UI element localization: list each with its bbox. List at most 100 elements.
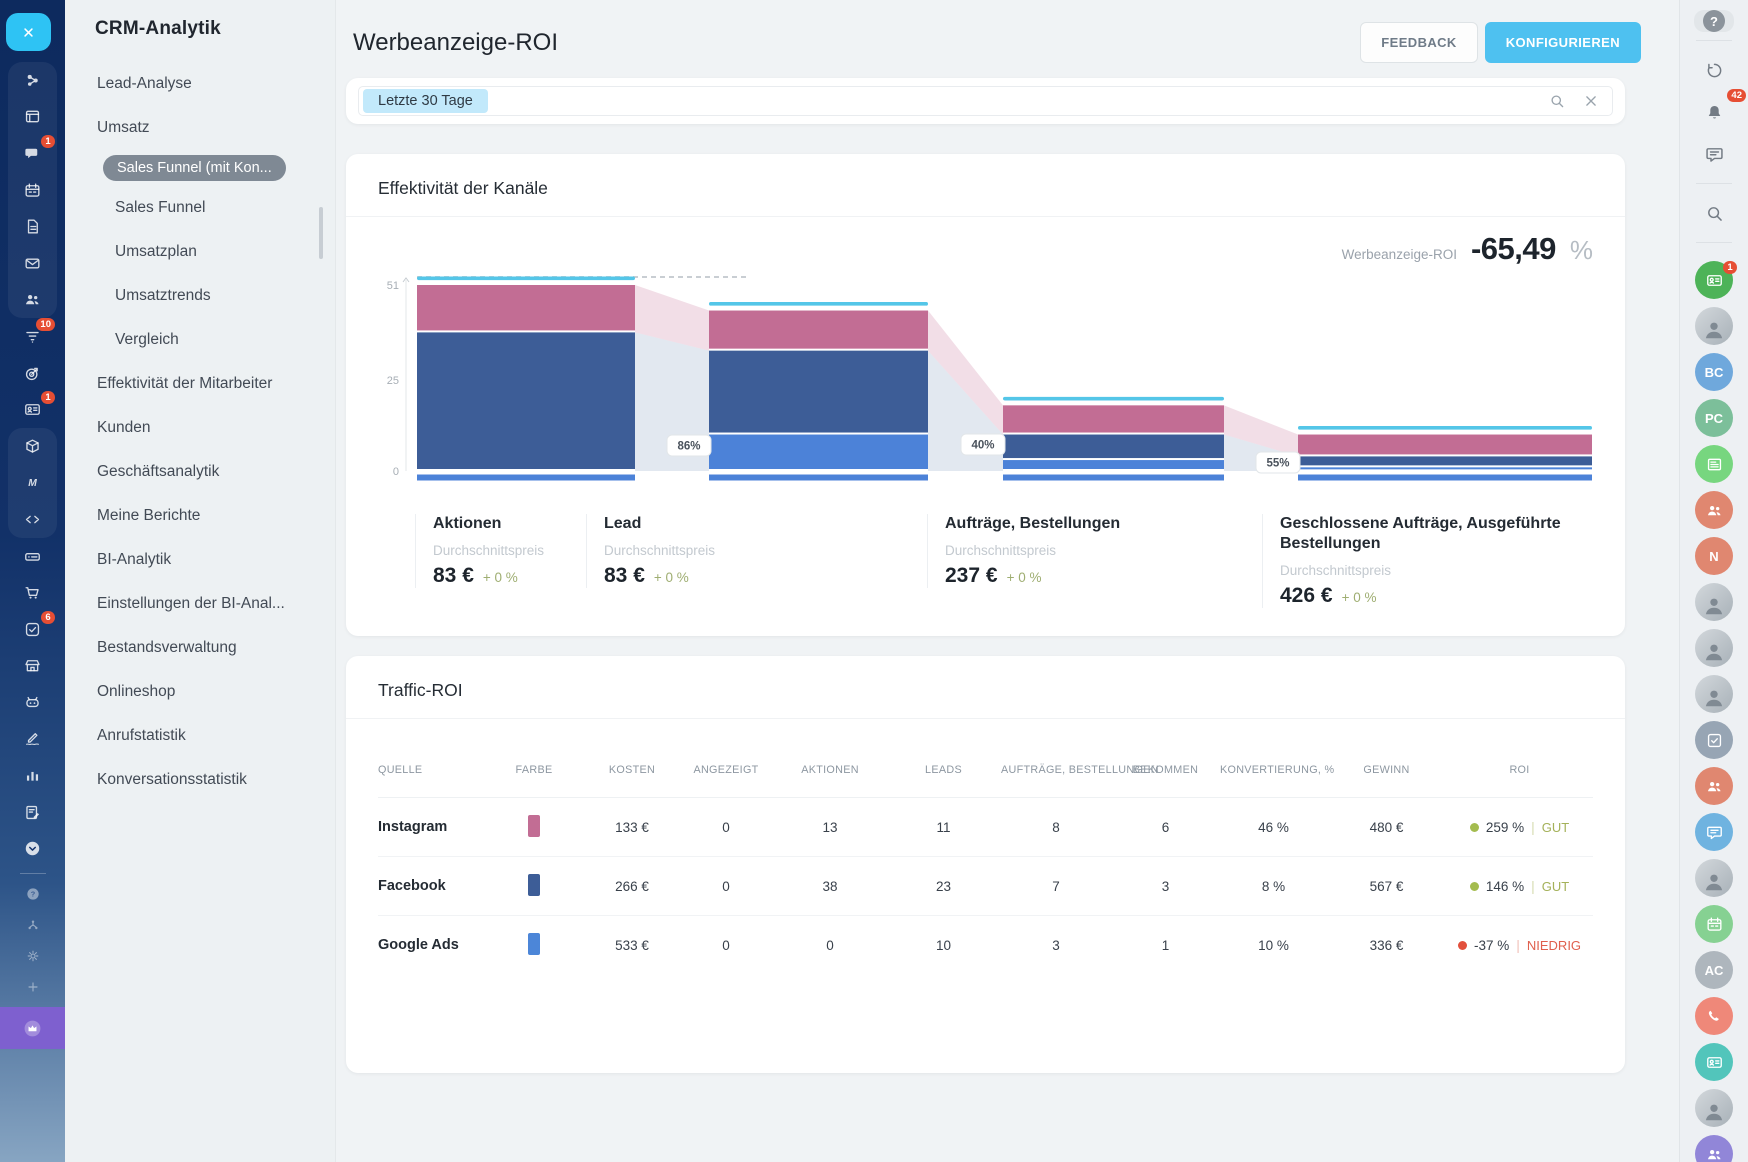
avatar-initials[interactable]: AC — [1695, 951, 1733, 989]
column-header[interactable]: BEKOMMEN — [1111, 764, 1220, 776]
cart-icon[interactable] — [8, 574, 57, 611]
value-cell: 0 — [678, 938, 774, 953]
add-icon[interactable] — [8, 971, 57, 1002]
docs-edit-icon[interactable] — [8, 794, 57, 831]
sidebar-item[interactable]: Anrufstatistik — [65, 714, 335, 758]
column-header[interactable]: KOSTEN — [586, 764, 678, 776]
code-icon[interactable] — [8, 501, 57, 538]
document-icon[interactable] — [8, 208, 57, 245]
avatar-photo[interactable] — [1695, 1089, 1733, 1127]
search-icon[interactable] — [1548, 92, 1566, 110]
roi-status-dot — [1470, 823, 1479, 832]
messenger-icon[interactable]: 1 — [8, 135, 57, 172]
sidebar-item[interactable]: Sales Funnel — [65, 186, 335, 230]
messages-avatar[interactable] — [1695, 813, 1733, 851]
table-row[interactable]: Instagram133 €013118646 %480 €259 %|GUT — [378, 798, 1593, 857]
settings-icon[interactable] — [8, 940, 57, 971]
contact-card-icon[interactable]: 1 — [8, 391, 57, 428]
column-header[interactable]: KONVERTIERUNG, % — [1220, 764, 1327, 776]
avatar-initials[interactable]: BC — [1695, 353, 1733, 391]
network-icon[interactable] — [8, 909, 57, 940]
rail-divider — [1696, 183, 1732, 184]
filter-chip[interactable]: Letzte 30 Tage — [363, 89, 488, 113]
feed-icon[interactable] — [8, 99, 57, 136]
tasks-icon[interactable]: 6 — [8, 611, 57, 648]
sidebar-item[interactable]: Einstellungen der BI-Anal... — [65, 582, 335, 626]
stats-icon[interactable] — [8, 757, 57, 794]
sidebar-item[interactable]: Bestandsverwaltung — [65, 626, 335, 670]
sign-icon[interactable] — [8, 721, 57, 758]
store-icon[interactable] — [8, 648, 57, 685]
avatar-photo[interactable] — [1695, 859, 1733, 897]
avatar-photo[interactable] — [1695, 675, 1733, 713]
calendar-avatar[interactable] — [1695, 905, 1733, 943]
phone-avatar[interactable] — [1695, 997, 1733, 1035]
configure-button[interactable]: KONFIGURIEREN — [1485, 22, 1641, 63]
sidebar-item[interactable]: Effektivität der Mitarbeiter — [65, 362, 335, 406]
close-menu-button[interactable] — [6, 13, 51, 51]
search-icon[interactable] — [1696, 192, 1732, 234]
sidebar-item[interactable]: BI-Analytik — [65, 538, 335, 582]
check-square-avatar[interactable] — [1695, 721, 1733, 759]
sidebar-item[interactable]: Umsatz — [65, 106, 335, 150]
crm-funnel-icon[interactable]: 10 — [8, 318, 57, 355]
contact-card-avatar[interactable] — [1695, 1043, 1733, 1081]
news-avatar[interactable] — [1695, 445, 1733, 483]
sidebar-item[interactable]: Lead-Analyse — [65, 62, 335, 106]
people-avatar[interactable] — [1695, 1135, 1733, 1162]
sidebar-item[interactable]: Konversationsstatistik — [65, 758, 335, 802]
column-header[interactable]: ROI — [1446, 764, 1593, 776]
sidebar-item[interactable]: Vergleich — [65, 318, 335, 362]
people-avatar[interactable] — [1695, 767, 1733, 805]
target-icon[interactable] — [8, 355, 57, 392]
mail-icon[interactable] — [8, 245, 57, 282]
column-header[interactable]: AKTIONEN — [774, 764, 886, 776]
clear-filter-icon[interactable] — [1582, 92, 1600, 110]
roi-status: GUT — [1542, 820, 1569, 835]
drive-icon[interactable] — [8, 538, 57, 575]
automation-icon[interactable] — [8, 684, 57, 721]
sidebar-item[interactable]: Umsatztrends — [65, 274, 335, 318]
history-icon[interactable] — [1696, 49, 1732, 91]
notifications-icon[interactable]: 42 — [1696, 91, 1732, 133]
column-header[interactable]: AUFTRÄGE, BESTELLUNGEN — [1001, 764, 1111, 776]
collapse-icon[interactable] — [8, 830, 57, 867]
people-avatar[interactable] — [1695, 491, 1733, 529]
column-header[interactable]: ANGEZEIGT — [678, 764, 774, 776]
avatar-photo[interactable] — [1695, 583, 1733, 621]
column-header[interactable]: LEADS — [886, 764, 1001, 776]
column-header[interactable]: FARBE — [482, 764, 586, 776]
avatar-photo[interactable] — [1695, 307, 1733, 345]
stat-value: 237 € — [945, 564, 998, 588]
color-swatch — [528, 933, 540, 955]
upgrade-icon[interactable] — [0, 1007, 65, 1049]
avatar-initials[interactable]: PC — [1695, 399, 1733, 437]
table-row[interactable]: Google Ads533 €00103110 %336 €-37 %|NIED… — [378, 916, 1593, 974]
stream-icon[interactable] — [8, 62, 57, 99]
avatar-photo[interactable] — [1695, 629, 1733, 667]
table-row[interactable]: Facebook266 €03823738 %567 €146 %|GUT — [378, 857, 1593, 916]
sidebar-item[interactable]: Kunden — [65, 406, 335, 450]
help-icon[interactable]: ? — [8, 878, 57, 909]
marketplace-icon[interactable]: M — [8, 465, 57, 502]
sidebar-item[interactable]: Meine Berichte — [65, 494, 335, 538]
sidebar-scrollbar[interactable] — [319, 207, 323, 259]
sidebar-item[interactable]: Geschäftsanalytik — [65, 450, 335, 494]
cube-icon[interactable] — [8, 428, 57, 465]
column-header[interactable]: QUELLE — [378, 764, 482, 776]
notification-badge: 1 — [41, 391, 55, 404]
svg-text:0: 0 — [393, 466, 399, 478]
sidebar-item-selected[interactable]: Sales Funnel (mit Kon... — [65, 150, 335, 186]
sidebar-item[interactable]: Onlineshop — [65, 670, 335, 714]
people-icon[interactable] — [8, 282, 57, 319]
calendar-icon[interactable] — [8, 172, 57, 209]
crm-analytics-page: 1101M6? CRM-Analytik Lead-AnalyseUmsatzS… — [0, 0, 1748, 1162]
column-header[interactable]: GEWINN — [1327, 764, 1446, 776]
feedback-button[interactable]: FEEDBACK — [1360, 22, 1477, 63]
filter-input[interactable]: Letzte 30 Tage — [358, 86, 1613, 116]
help-button[interactable]: ? — [1694, 10, 1734, 32]
contact-card-avatar[interactable]: 1 — [1695, 261, 1733, 299]
avatar-initials[interactable]: N — [1695, 537, 1733, 575]
sidebar-item[interactable]: Umsatzplan — [65, 230, 335, 274]
messages-icon[interactable] — [1696, 133, 1732, 175]
